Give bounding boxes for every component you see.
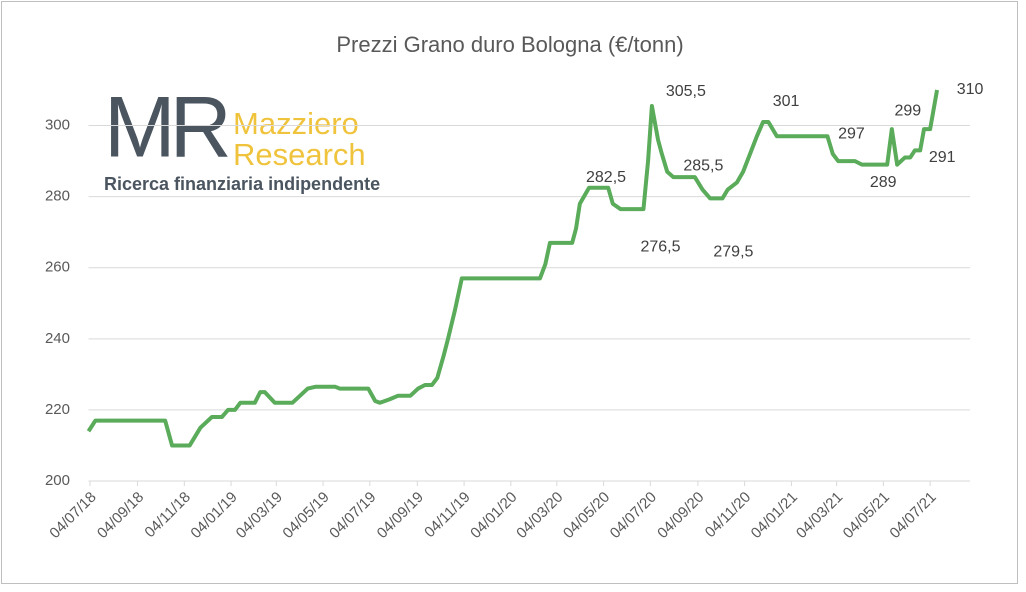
y-tick-label: 300: [45, 117, 70, 134]
data-label: 289: [870, 174, 897, 191]
logo-tagline: Ricerca finanziaria indipendente: [104, 174, 380, 194]
chart-title: Prezzi Grano duro Bologna (€/tonn): [336, 32, 683, 57]
y-tick-label: 260: [45, 259, 70, 276]
data-label: 297: [838, 125, 865, 142]
y-tick-label: 220: [45, 401, 70, 418]
price-line: [86, 89, 940, 448]
y-tick-label: 240: [45, 330, 70, 347]
data-label: 276,5: [640, 238, 680, 255]
y-tick-label: 200: [45, 472, 70, 489]
data-label: 301: [773, 93, 800, 110]
data-label: 282,5: [586, 169, 626, 186]
logo-name: Mazziero: [233, 106, 359, 141]
data-label: 279,5: [713, 244, 753, 261]
logo-mark: MR: [104, 80, 229, 176]
data-label: 299: [894, 102, 921, 119]
y-tick-label: 280: [45, 188, 70, 205]
chart-border: [1, 1, 1018, 584]
logo: MR Mazziero Research Ricerca finanziaria…: [104, 80, 380, 194]
data-label: 305,5: [666, 83, 706, 100]
logo-name: Research: [233, 137, 366, 172]
data-label: 310: [957, 81, 984, 98]
data-label: 291: [929, 149, 956, 166]
data-label: 285,5: [683, 157, 723, 174]
